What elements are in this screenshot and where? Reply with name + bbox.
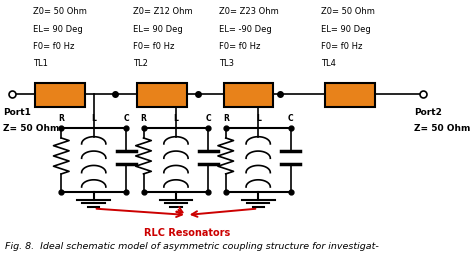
Text: F0= f0 Hz: F0= f0 Hz: [33, 42, 74, 51]
Text: TL1: TL1: [33, 59, 48, 68]
Text: EL= -90 Deg: EL= -90 Deg: [219, 25, 272, 34]
Bar: [36, 83, 85, 107]
Text: R: R: [141, 114, 146, 123]
Text: Fig. 8.  Ideal schematic model of asymmetric coupling structure for investigat-: Fig. 8. Ideal schematic model of asymmet…: [5, 242, 379, 251]
Text: Z0= Z23 Ohm: Z0= Z23 Ohm: [219, 7, 279, 16]
Text: R: R: [223, 114, 228, 123]
Text: TL3: TL3: [219, 59, 234, 68]
Text: F0= f0 Hz: F0= f0 Hz: [133, 42, 174, 51]
Text: R: R: [58, 114, 64, 123]
Text: Z= 50 Ohm: Z= 50 Ohm: [414, 124, 470, 133]
Text: Z0= Z12 Ohm: Z0= Z12 Ohm: [133, 7, 192, 16]
Bar: [137, 83, 187, 107]
Text: L: L: [173, 114, 178, 123]
Text: EL= 90 Deg: EL= 90 Deg: [321, 25, 371, 34]
Text: Port1: Port1: [3, 108, 31, 117]
Text: L: L: [91, 114, 96, 123]
Bar: [224, 83, 273, 107]
Text: Port2: Port2: [414, 108, 442, 117]
Text: EL= 90 Deg: EL= 90 Deg: [133, 25, 182, 34]
Text: F0= f0 Hz: F0= f0 Hz: [321, 42, 362, 51]
Bar: [325, 83, 375, 107]
Text: C: C: [206, 114, 211, 123]
Text: L: L: [256, 114, 261, 123]
Text: F0= f0 Hz: F0= f0 Hz: [219, 42, 261, 51]
Text: C: C: [123, 114, 129, 123]
Text: EL= 90 Deg: EL= 90 Deg: [33, 25, 83, 34]
Text: TL4: TL4: [321, 59, 336, 68]
Text: Z0= 50 Ohm: Z0= 50 Ohm: [321, 7, 375, 16]
Text: TL2: TL2: [133, 59, 147, 68]
Text: Z= 50 Ohm: Z= 50 Ohm: [3, 124, 59, 133]
Text: Z0= 50 Ohm: Z0= 50 Ohm: [33, 7, 87, 16]
Text: RLC Resonators: RLC Resonators: [144, 228, 230, 238]
Text: C: C: [288, 114, 293, 123]
